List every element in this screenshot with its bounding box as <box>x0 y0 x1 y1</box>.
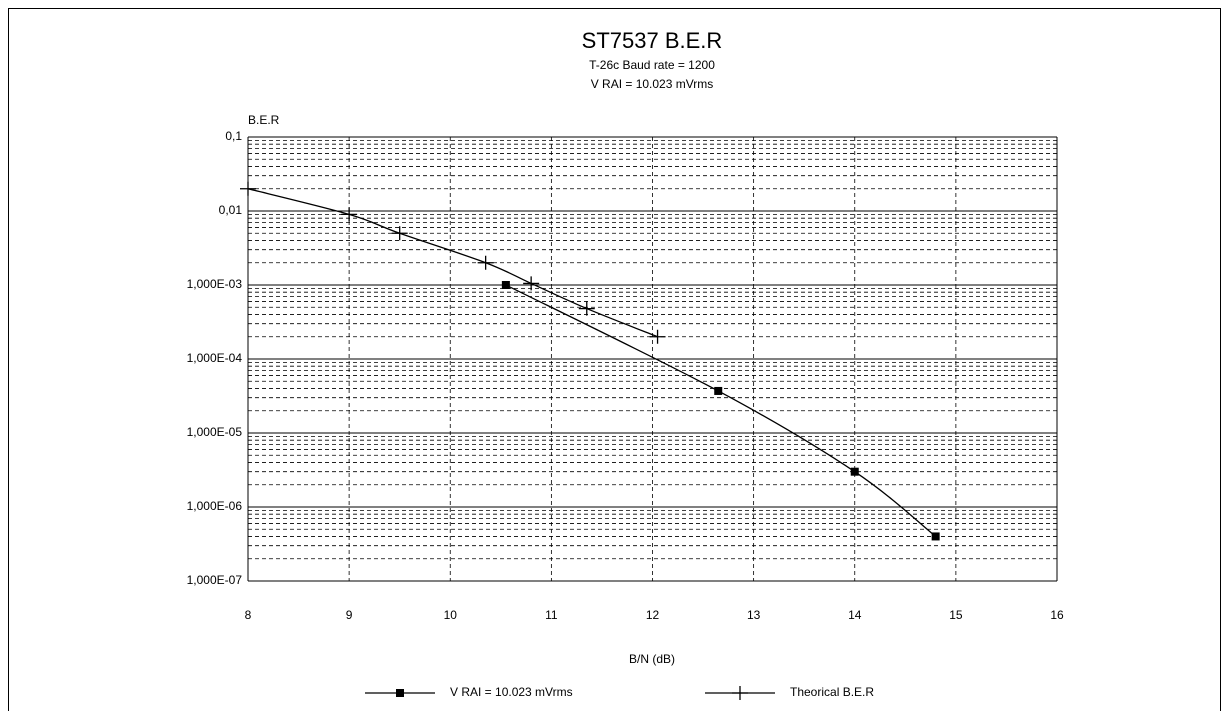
y-tick-label: 1,000E-05 <box>187 425 243 439</box>
point <box>501 281 510 289</box>
legend-marker <box>396 689 404 697</box>
x-tick-label: 14 <box>848 608 862 622</box>
y-tick-label: 1,000E-06 <box>187 499 243 513</box>
point <box>240 181 256 196</box>
x-axis-label: B/N (dB) <box>629 652 675 666</box>
y-tick-label: 1,000E-07 <box>187 573 243 587</box>
x-tick-label: 11 <box>545 608 558 622</box>
point <box>477 255 494 270</box>
x-tick-label: 9 <box>346 608 353 622</box>
point <box>850 467 859 476</box>
chart-title: ST7537 B.E.R <box>582 28 723 53</box>
series-line <box>505 284 937 537</box>
subtitle: T-26c Baud rate = 1200 <box>589 58 715 72</box>
x-tick-label: 10 <box>444 608 458 622</box>
x-tick-label: 12 <box>646 608 660 622</box>
point <box>649 329 666 344</box>
x-tick-label: 15 <box>949 608 963 622</box>
x-tick-label: 8 <box>245 608 252 622</box>
y-tick-label: 0,01 <box>219 203 243 217</box>
x-tick-label: 13 <box>747 608 761 622</box>
subtitle: V RAI = 10.023 mVrms <box>591 77 714 91</box>
point <box>931 532 940 541</box>
frame <box>8 8 1221 711</box>
legend-label: Theorical B.E.R <box>790 685 874 699</box>
point <box>714 386 723 395</box>
y-tick-label: 0,1 <box>225 129 242 143</box>
legend-marker <box>732 686 748 700</box>
legend-label: V RAI = 10.023 mVrms <box>450 685 573 699</box>
y-axis-label: B.E.R <box>248 113 280 127</box>
point <box>523 276 540 291</box>
y-tick-label: 1,000E-03 <box>187 277 243 291</box>
point <box>391 226 408 241</box>
point <box>578 301 595 316</box>
y-tick-label: 1,000E-04 <box>187 351 243 365</box>
point <box>341 207 358 222</box>
x-tick-label: 16 <box>1050 608 1064 622</box>
